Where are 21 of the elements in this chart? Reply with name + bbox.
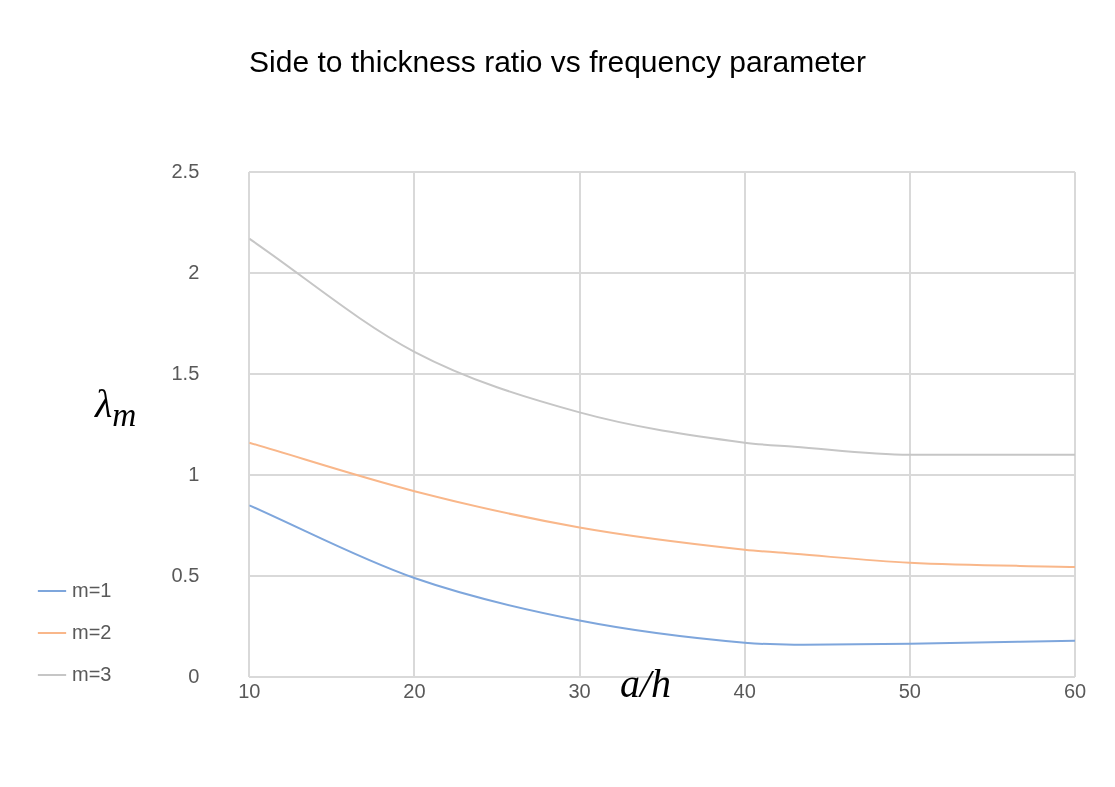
x-axis-title: a/h — [620, 660, 672, 707]
line-series — [249, 237, 1075, 456]
legend-label: m=2 — [72, 620, 112, 643]
x-tick-label: 40 — [733, 679, 756, 702]
x-tick-label: 10 — [238, 679, 261, 702]
y-tick-label: 0.5 — [171, 563, 200, 586]
y-tick-label: 2.5 — [171, 159, 200, 182]
legend-label: m=1 — [72, 578, 112, 601]
y-tick-label: 0 — [188, 664, 200, 687]
y-tick-label: 2 — [188, 260, 200, 283]
y-axis-title: λ$_{m}$ — [95, 380, 137, 434]
line-series — [249, 504, 1075, 646]
y-tick-label: 1.5 — [171, 361, 200, 384]
x-tick-label: 30 — [568, 679, 591, 702]
x-tick-label: 20 — [403, 679, 426, 702]
legend-label: m=3 — [72, 662, 112, 685]
x-tick-label: 60 — [1063, 679, 1087, 702]
chart-title: Side to thickness ratio vs frequency parameter — [248, 45, 867, 79]
x-tick-label: 50 — [898, 679, 921, 702]
line-series — [249, 441, 1075, 568]
y-tick-label: 1 — [188, 462, 200, 485]
